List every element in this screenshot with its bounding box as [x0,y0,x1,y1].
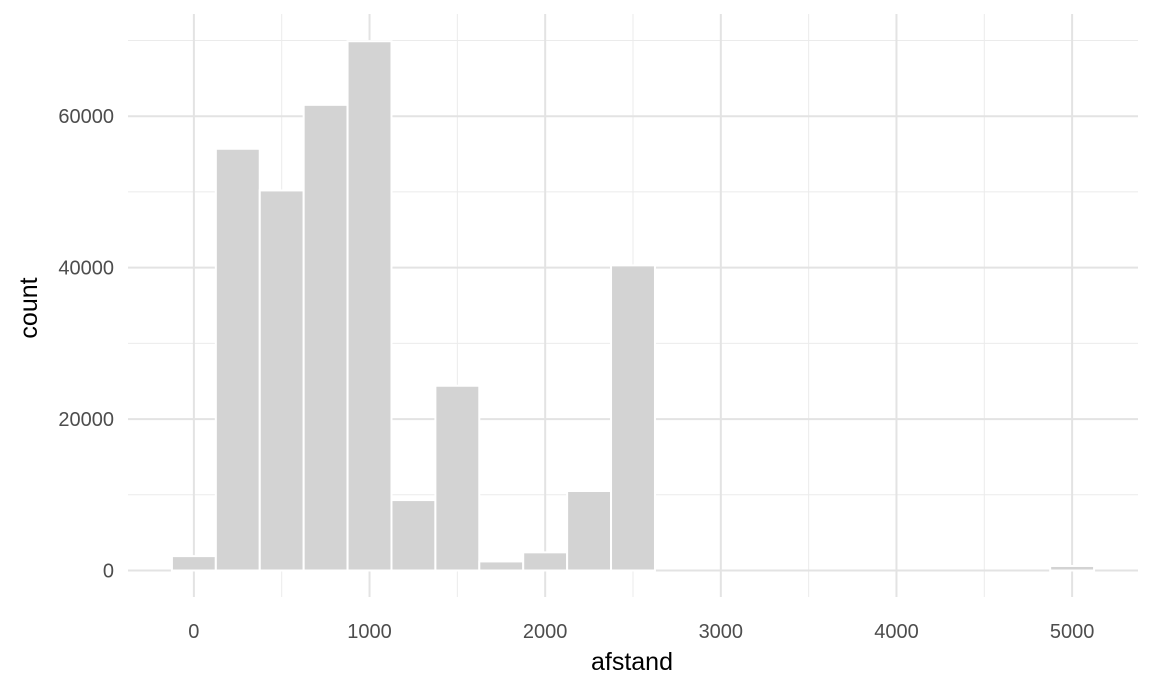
histogram-bar [258,189,305,572]
histogram-bar [522,551,569,572]
y-tick-label: 40000 [58,258,114,280]
histogram-bar [1049,564,1096,572]
histogram-bar [434,384,481,572]
y-tick-label: 0 [103,561,114,583]
x-tick-label: 3000 [699,621,744,643]
x-tick-label: 0 [188,621,199,643]
histogram-bar [566,490,613,572]
histogram-bar [478,560,525,572]
histogram-bar [610,264,656,572]
y-axis-tick-labels: 0 20000 40000 60000 [58,106,114,582]
x-axis-title: afstand [591,648,673,676]
y-tick-label: 60000 [58,106,114,128]
x-tick-label: 4000 [874,621,919,643]
y-axis-title: count [15,277,43,338]
histogram-bar [390,499,437,572]
x-tick-label: 2000 [523,621,568,643]
histogram-bar [302,103,349,572]
x-axis-tick-labels: 0 1000 2000 3000 4000 5000 [188,621,1094,643]
histogram-bars [170,40,1096,572]
x-tick-label: 5000 [1050,621,1095,643]
x-tick-label: 1000 [347,621,392,643]
y-tick-label: 20000 [58,409,114,431]
histogram-bar [214,147,261,572]
histogram-bar [170,555,217,572]
histogram-bar [346,40,393,572]
